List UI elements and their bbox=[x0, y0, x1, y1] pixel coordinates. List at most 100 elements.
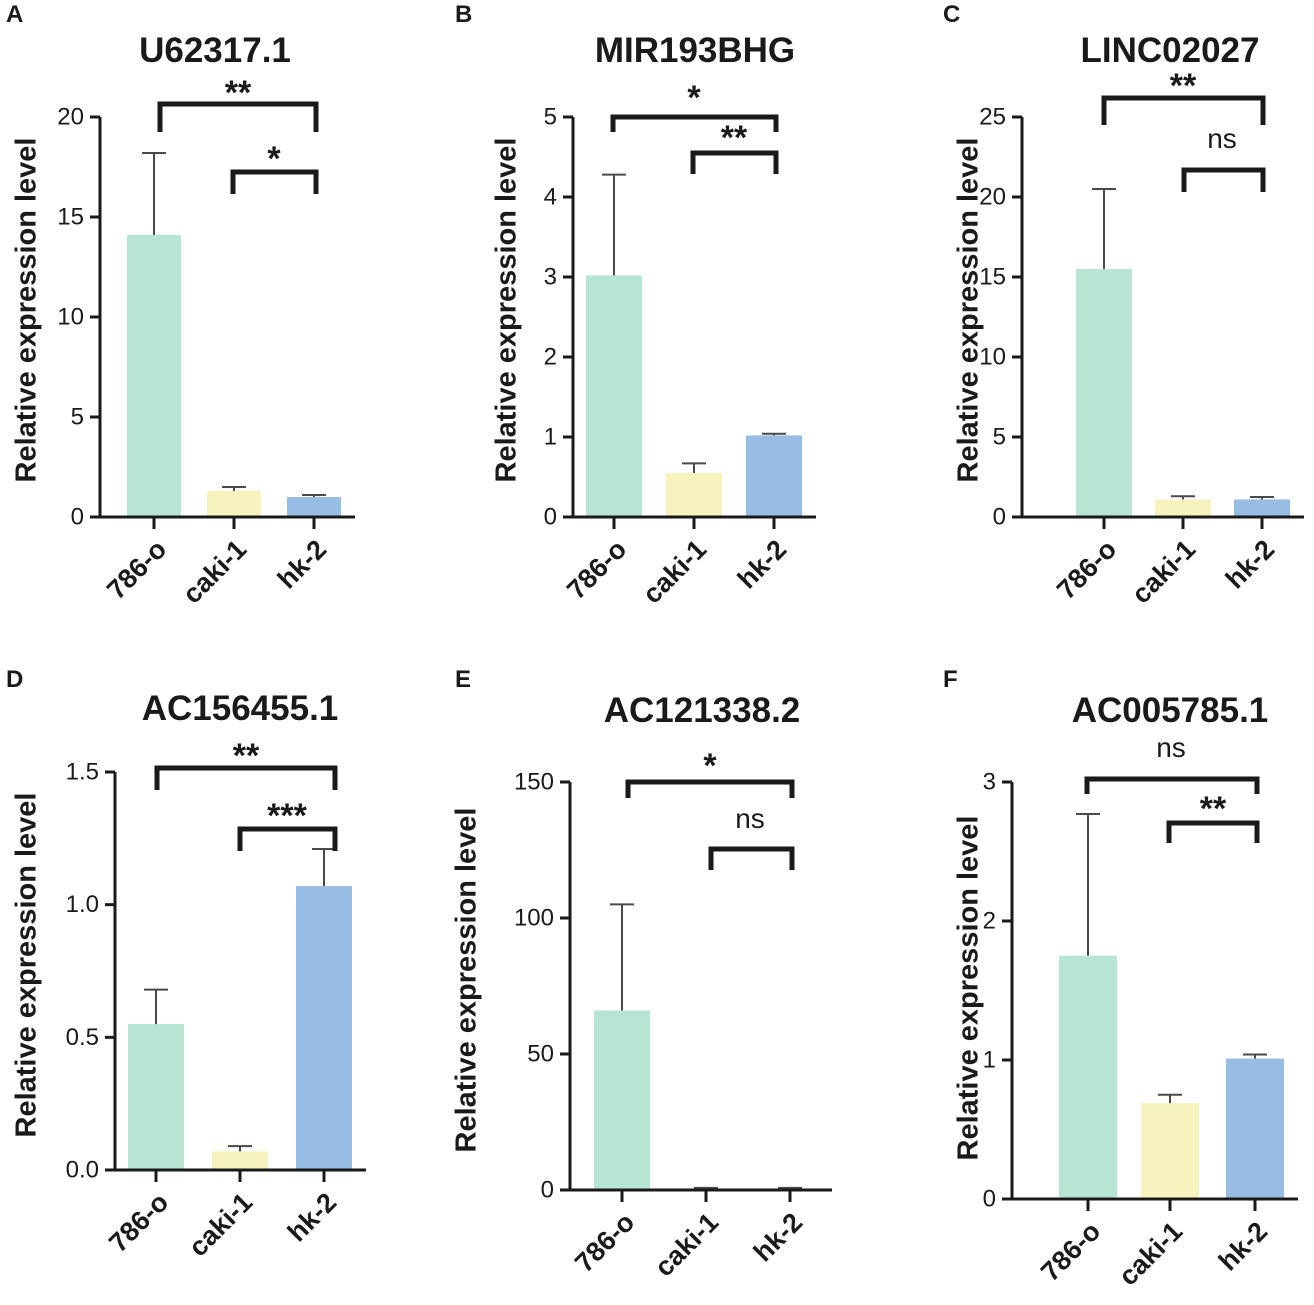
y-tick-label: 15 bbox=[979, 264, 1006, 291]
chart-panel-f: F AC005785.1 Relative expression level 0 1 2 3… bbox=[943, 666, 1298, 1291]
x-tick-label: 786-o bbox=[569, 1207, 640, 1278]
bar-caki-1 bbox=[212, 1151, 268, 1170]
y-tick-label: 0 bbox=[541, 1177, 554, 1204]
y-tick-label: 0 bbox=[544, 504, 557, 531]
y-axis-label: Relative expression level bbox=[953, 816, 985, 1161]
significance-label: ** bbox=[233, 737, 260, 775]
x-tick-label: caki-1 bbox=[183, 1187, 258, 1262]
chart-panel-a: A U62317.1 Relative expression level 0 5 10 15… bbox=[6, 1, 355, 609]
y-tick-label: 0.0 bbox=[66, 1157, 99, 1184]
bar-786-o bbox=[1076, 269, 1132, 517]
bar-caki-1 bbox=[1155, 499, 1211, 517]
x-tick-label: caki-1 bbox=[637, 534, 712, 609]
y-tick-label: 5 bbox=[544, 104, 557, 131]
x-tick-label: hk-2 bbox=[748, 1207, 808, 1267]
significance-bracket bbox=[610, 114, 779, 132]
chart-title: AC156455.1 bbox=[142, 689, 339, 728]
significance-label: *** bbox=[267, 797, 307, 835]
y-axis-label: Relative expression level bbox=[11, 138, 43, 483]
panel-letter: E bbox=[455, 666, 471, 693]
y-axis-label: Relative expression level bbox=[451, 808, 483, 1153]
y-tick-label: 3 bbox=[983, 769, 996, 796]
significance-label: ** bbox=[1170, 67, 1197, 105]
panel-letter: D bbox=[6, 666, 23, 693]
y-tick-label: 1 bbox=[544, 424, 557, 451]
bar-786-o bbox=[128, 1024, 184, 1170]
chart-panel-b: B MIR193BHG Relative expression level 0 1 2 3 4… bbox=[455, 1, 816, 609]
significance-bracket bbox=[1166, 820, 1260, 843]
significance-label: * bbox=[687, 79, 701, 117]
x-tick-label: hk-2 bbox=[272, 534, 332, 594]
significance-bracket bbox=[237, 826, 338, 851]
significance-bracket bbox=[157, 101, 319, 132]
bar-786-o bbox=[127, 235, 181, 517]
y-axis-label: Relative expression level bbox=[11, 793, 43, 1138]
y-tick-label: 0 bbox=[993, 504, 1006, 531]
chart-title: MIR193BHG bbox=[595, 31, 795, 70]
y-tick-label: 0 bbox=[71, 504, 84, 531]
chart-panel-c: C LINC02027 Relative expression level 0 5 10 1… bbox=[943, 1, 1304, 609]
x-tick-label: hk-2 bbox=[1220, 534, 1280, 594]
chart-title: U62317.1 bbox=[139, 31, 291, 70]
significance-bracket bbox=[230, 169, 319, 194]
y-tick-label: 1.0 bbox=[66, 891, 99, 918]
panel-letter: F bbox=[943, 666, 958, 693]
y-tick-label: 150 bbox=[514, 769, 554, 796]
y-tick-label: 3 bbox=[544, 264, 557, 291]
significance-bracket bbox=[1101, 95, 1266, 125]
significance-label: * bbox=[703, 747, 717, 785]
y-tick-label: 4 bbox=[544, 184, 557, 211]
bar-hk-2 bbox=[296, 886, 352, 1170]
y-tick-label: 100 bbox=[514, 905, 554, 932]
y-tick-label: 50 bbox=[527, 1041, 554, 1068]
significance-label: ns bbox=[1207, 123, 1237, 154]
bar-786-o bbox=[1059, 955, 1117, 1199]
y-tick-label: 1 bbox=[983, 1047, 996, 1074]
x-tick-label: 786-o bbox=[561, 534, 632, 605]
x-tick-label: hk-2 bbox=[282, 1187, 342, 1247]
y-tick-label: 10 bbox=[979, 344, 1006, 371]
y-axis-label: Relative expression level bbox=[953, 138, 985, 483]
significance-bracket bbox=[1084, 776, 1260, 794]
panel-letter: B bbox=[455, 1, 472, 28]
x-tick-label: 786-o bbox=[101, 534, 172, 605]
bar-hk-2 bbox=[746, 435, 802, 517]
x-tick-label: caki-1 bbox=[177, 534, 252, 609]
significance-label: * bbox=[267, 140, 281, 178]
y-tick-label: 5 bbox=[993, 424, 1006, 451]
chart-title: AC121338.2 bbox=[604, 691, 801, 730]
y-tick-label: 0 bbox=[983, 1186, 996, 1213]
significance-label: ** bbox=[225, 74, 252, 112]
x-tick-label: 786-o bbox=[103, 1187, 174, 1258]
chart-title: LINC02027 bbox=[1081, 31, 1260, 70]
chart-panel-e: E AC121338.2 Relative expression level 0 50 1… bbox=[451, 666, 832, 1282]
bar-786-o bbox=[586, 275, 642, 517]
significance-bracket bbox=[690, 150, 779, 174]
y-tick-label: 20 bbox=[979, 184, 1006, 211]
bar-hk-2 bbox=[1234, 499, 1290, 517]
significance-bracket bbox=[1181, 167, 1266, 192]
significance-bracket bbox=[154, 765, 338, 790]
panel-letter: C bbox=[943, 1, 960, 28]
significance-label: ns bbox=[735, 803, 765, 834]
x-tick-label: 786-o bbox=[1035, 1216, 1106, 1287]
bar-caki-1 bbox=[1141, 1103, 1199, 1199]
x-tick-label: 786-o bbox=[1051, 534, 1122, 605]
panel-letter: A bbox=[6, 1, 23, 28]
y-tick-label: 2 bbox=[983, 908, 996, 935]
significance-bracket bbox=[708, 846, 795, 870]
x-tick-label: hk-2 bbox=[732, 534, 792, 594]
significance-label: ns bbox=[1156, 732, 1186, 763]
x-tick-label: caki-1 bbox=[649, 1207, 724, 1282]
x-tick-label: caki-1 bbox=[1126, 534, 1201, 609]
significance-label: ** bbox=[721, 119, 748, 157]
bar-caki-1 bbox=[666, 473, 722, 517]
y-tick-label: 0.5 bbox=[66, 1024, 99, 1051]
y-axis-label: Relative expression level bbox=[491, 138, 523, 483]
y-tick-label: 5 bbox=[71, 404, 84, 431]
chart-title: AC005785.1 bbox=[1072, 691, 1269, 730]
y-tick-label: 20 bbox=[57, 104, 84, 131]
significance-bracket bbox=[625, 779, 795, 798]
y-tick-label: 2 bbox=[544, 344, 557, 371]
